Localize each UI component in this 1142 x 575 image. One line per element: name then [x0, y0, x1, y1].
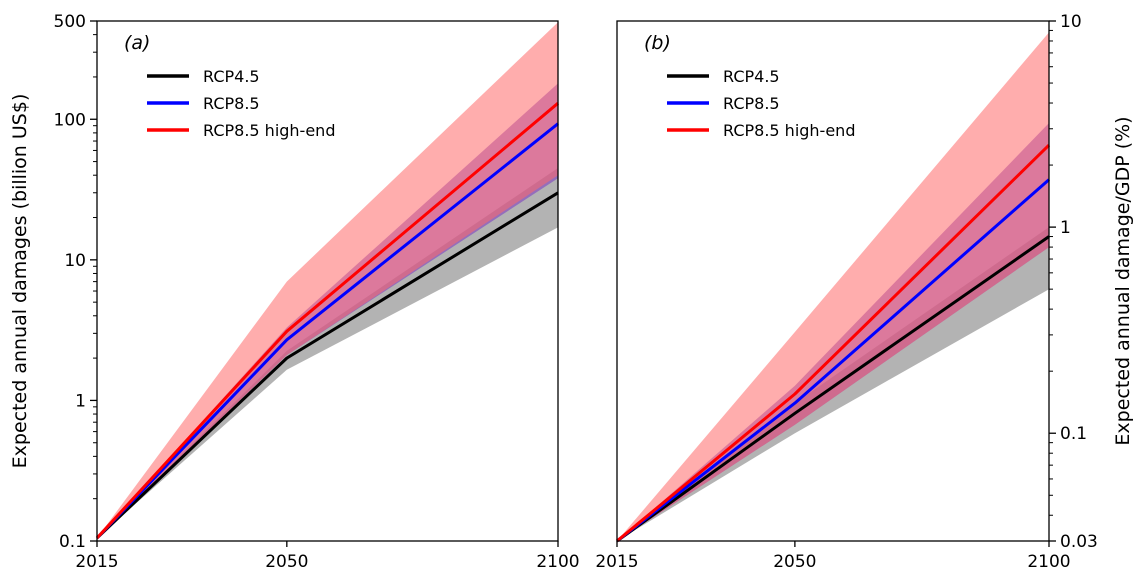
legend-label: RCP8.5 — [723, 94, 780, 113]
x-tick-label: 2100 — [1027, 552, 1070, 572]
panel-label: (b) — [644, 32, 671, 54]
band-rcp8-5-high-end — [97, 22, 558, 538]
y-tick-label: 0.1 — [1060, 424, 1087, 444]
legend-label: RCP8.5 high-end — [723, 121, 855, 140]
line-rcp4-5 — [616, 235, 1050, 543]
legend-label: RCP4.5 — [203, 67, 260, 86]
y-tick-label: 0.1 — [59, 532, 86, 552]
panel-label: (a) — [124, 32, 150, 54]
x-tick-label: 2050 — [265, 552, 308, 572]
x-tick-label: 2050 — [773, 552, 816, 572]
x-tick-label: 2015 — [595, 552, 638, 572]
legend: RCP4.5 RCP8.5 RCP8.5 high-end — [667, 67, 855, 140]
legend-label: RCP4.5 — [723, 67, 780, 86]
line-rcp4-5 — [95, 191, 559, 540]
band-rcp8-5-high-end — [617, 32, 1049, 542]
y-tick-label: 10 — [64, 251, 86, 271]
legend-label: RCP8.5 high-end — [203, 121, 335, 140]
plot-frame — [96, 20, 559, 542]
line-rcp8-5 — [95, 122, 559, 540]
legend: RCP4.5 RCP8.5 RCP8.5 high-end — [147, 67, 335, 140]
line-rcp8-5 — [616, 178, 1050, 543]
panel-a: 2015 2050 2100 0.1 1 10 100 500 Expected annual … — [9, 12, 580, 572]
band-rcp4-5 — [97, 168, 558, 538]
legend-label: RCP8.5 — [203, 94, 260, 113]
y-axis-title: Expected annual damages (billion US$) — [9, 94, 31, 469]
y-tick-label: 0.03 — [1060, 532, 1098, 552]
x-tick-label: 2100 — [536, 552, 579, 572]
y-tick-label: 1 — [75, 391, 86, 411]
y-tick-label: 500 — [54, 12, 86, 32]
y-axis-title: Expected annual damage/GDP (%) — [1112, 116, 1134, 445]
y-tick-label: 10 — [1060, 12, 1082, 32]
y-tick-label: 1 — [1060, 218, 1071, 238]
line-rcp8-5-high-end — [616, 144, 1051, 543]
line-rcp8-5-high-end — [95, 102, 559, 540]
plot-frame — [616, 20, 1050, 542]
x-tick-label: 2015 — [75, 552, 118, 572]
y-tick-label: 100 — [54, 110, 86, 130]
